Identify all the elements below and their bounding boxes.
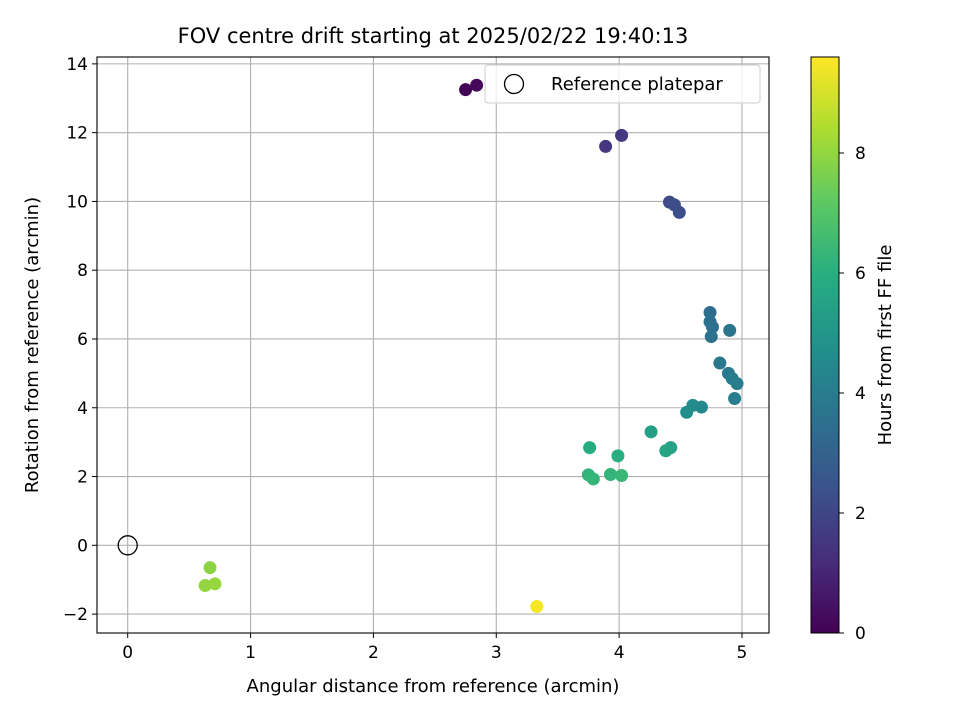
data-point bbox=[586, 472, 600, 486]
y-tick-label: 10 bbox=[66, 192, 88, 212]
legend-marker bbox=[503, 73, 525, 95]
data-point bbox=[198, 579, 212, 593]
x-axis-ticks: 0 1 2 3 4 5 bbox=[122, 633, 747, 663]
data-point bbox=[459, 83, 473, 97]
data-point bbox=[583, 441, 597, 455]
colorbar-tick-label: 0 bbox=[855, 624, 866, 644]
x-tick-label: 1 bbox=[245, 643, 256, 663]
data-point bbox=[599, 139, 613, 153]
colorbar-tick-label: 8 bbox=[855, 144, 866, 164]
grid bbox=[97, 57, 769, 633]
x-tick-label: 4 bbox=[614, 643, 625, 663]
y-tick-label: 8 bbox=[77, 261, 88, 281]
y-axis-ticks: −2 0 2 4 6 8 10 12 14 bbox=[63, 55, 97, 625]
data-point bbox=[680, 405, 694, 419]
data-point bbox=[659, 444, 673, 458]
x-tick-label: 2 bbox=[368, 643, 379, 663]
data-point bbox=[615, 469, 629, 483]
colorbar-label: Hours from first FF file bbox=[875, 245, 896, 446]
y-axis-label: Rotation from reference (arcmin) bbox=[22, 197, 43, 493]
data-point bbox=[704, 330, 718, 344]
y-tick-label: −2 bbox=[63, 605, 88, 625]
legend-box bbox=[484, 64, 761, 104]
x-tick-label: 0 bbox=[122, 643, 133, 663]
colorbar-gradient bbox=[810, 56, 840, 634]
data-point bbox=[694, 400, 708, 414]
y-tick-label: 0 bbox=[77, 536, 88, 556]
data-point bbox=[604, 467, 618, 481]
x-tick-label: 5 bbox=[737, 643, 748, 663]
y-tick-label: 12 bbox=[66, 124, 88, 144]
y-tick-label: 6 bbox=[77, 330, 88, 350]
x-tick-label: 3 bbox=[491, 643, 502, 663]
colorbar-ticks: 0 2 4 6 8 bbox=[839, 144, 866, 644]
data-point bbox=[728, 391, 742, 405]
colorbar-tick-label: 6 bbox=[855, 264, 866, 284]
data-point bbox=[615, 128, 629, 142]
y-tick-label: 14 bbox=[66, 55, 88, 75]
x-axis-label: Angular distance from reference (arcmin) bbox=[247, 676, 620, 697]
data-point bbox=[611, 449, 625, 463]
colorbar-tick-label: 2 bbox=[855, 504, 866, 524]
data-point bbox=[730, 377, 744, 391]
reference-platepar-marker bbox=[117, 535, 138, 556]
colorbar-tick-label: 4 bbox=[855, 384, 866, 404]
data-points bbox=[198, 78, 744, 614]
legend-entry: Reference platepar bbox=[551, 74, 723, 95]
data-point bbox=[203, 561, 217, 575]
data-point bbox=[208, 577, 222, 591]
data-point bbox=[530, 600, 544, 614]
data-point bbox=[672, 205, 686, 219]
data-point bbox=[723, 323, 737, 337]
plot-frame bbox=[96, 56, 770, 634]
data-point bbox=[713, 356, 727, 370]
data-point bbox=[470, 78, 484, 92]
colorbar: 0 2 4 6 8 Hours from first FF file bbox=[810, 56, 896, 644]
chart-title: FOV centre drift starting at 2025/02/22 … bbox=[178, 24, 689, 48]
data-point bbox=[703, 306, 717, 320]
y-tick-label: 2 bbox=[77, 468, 88, 488]
y-tick-label: 4 bbox=[77, 399, 88, 419]
data-point bbox=[705, 320, 719, 334]
legend: Reference platepar bbox=[484, 64, 761, 104]
data-point bbox=[644, 425, 658, 439]
